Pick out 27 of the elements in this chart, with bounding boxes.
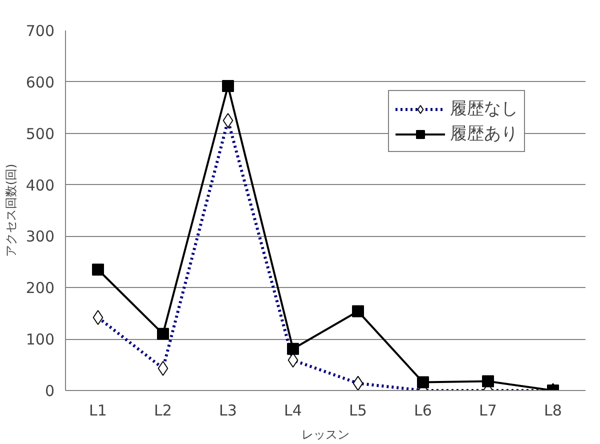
x-tick-label: L1 xyxy=(89,402,107,420)
y-tick-label: 600 xyxy=(26,73,55,92)
x-axis-title: レッスン xyxy=(302,428,350,442)
point xyxy=(287,342,299,355)
point xyxy=(352,305,364,318)
y-tick-label: 100 xyxy=(26,330,55,349)
point xyxy=(417,376,429,388)
y-axis-title: アクセス回数(回) xyxy=(4,164,18,258)
y-tick-label: 500 xyxy=(26,124,55,143)
x-tick-label: L5 xyxy=(349,402,367,420)
y-tick-label: 200 xyxy=(26,279,55,298)
x-tick-label: L3 xyxy=(219,402,237,420)
legend-label: 履歴あり xyxy=(450,123,518,145)
point xyxy=(222,80,234,92)
point xyxy=(482,375,494,388)
x-tick-label: L8 xyxy=(544,402,562,420)
legend-label: 履歴なし xyxy=(450,98,518,120)
y-tick-label: 300 xyxy=(26,228,55,246)
y-tick-label: 400 xyxy=(26,176,55,194)
point xyxy=(92,264,104,276)
x-tick-label: L4 xyxy=(284,402,302,420)
x-tick-label: L6 xyxy=(414,402,432,420)
x-tick-label: L7 xyxy=(479,402,497,420)
y-tick-label: 700 xyxy=(26,22,55,40)
y-tick-label: 0 xyxy=(44,382,55,400)
point xyxy=(157,328,169,340)
x-tick-label: L2 xyxy=(154,402,172,420)
